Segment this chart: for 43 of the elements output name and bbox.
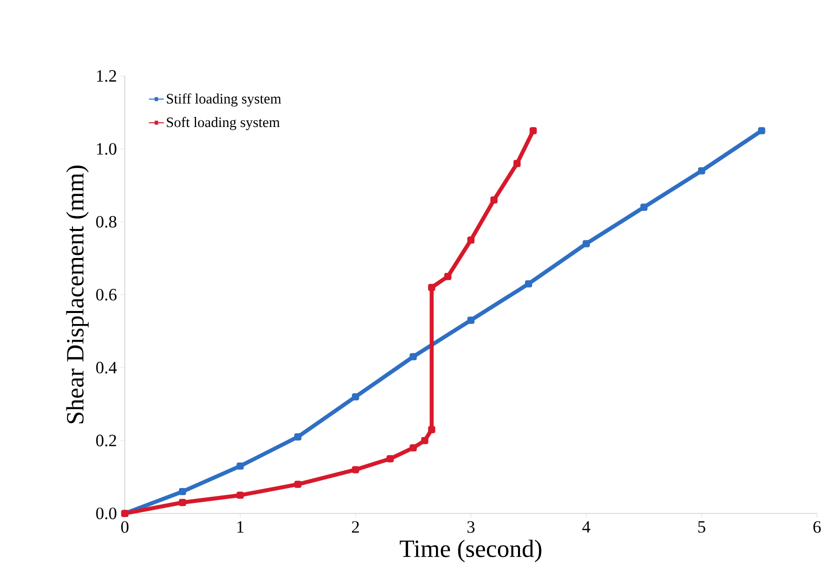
point: [352, 466, 360, 474]
x-tick-label: 2: [352, 521, 359, 533]
point: [640, 204, 648, 211]
y-tick-label: 1.0: [97, 143, 116, 155]
y-tick-label: 0.0: [96, 508, 116, 520]
point: [467, 316, 474, 324]
x-tick-label: 1: [237, 521, 244, 533]
point: [386, 455, 394, 463]
y-tick-label: 1.2: [97, 70, 116, 82]
point: [467, 236, 474, 244]
point: [236, 462, 244, 470]
legend-label: Soft loading system: [166, 117, 280, 130]
y-tick-label: 0.4: [96, 362, 117, 374]
point: [428, 284, 436, 292]
point: [294, 433, 302, 441]
point: [410, 353, 417, 360]
y-tick-label: 0.6: [96, 289, 117, 301]
point: [524, 280, 532, 288]
x-tick-label: 4: [582, 521, 590, 533]
point: [513, 160, 521, 168]
point: [421, 437, 428, 444]
y-tick-label: 0.2: [96, 434, 116, 447]
x-tick-label: 0: [121, 521, 128, 534]
x-tick-label: 5: [698, 521, 706, 533]
point: [236, 492, 244, 499]
point: [352, 393, 360, 401]
legend-label: Stiff loading system: [166, 93, 282, 107]
point: [428, 426, 436, 434]
point: [178, 499, 186, 506]
point: [410, 444, 417, 452]
x-tick-label: 3: [467, 521, 475, 533]
point: [178, 488, 186, 496]
point: [582, 240, 590, 248]
y-axis-title: Shear Displacement (mm): [66, 166, 89, 424]
point: [294, 480, 302, 488]
point: [490, 196, 498, 204]
point: [444, 273, 452, 280]
point: [698, 167, 706, 175]
y-tick-label: 0.8: [96, 216, 116, 228]
x-tick-label: 6: [813, 521, 821, 533]
point: [530, 127, 537, 134]
point: [758, 127, 766, 134]
x-axis-title: Time (second): [400, 540, 542, 562]
